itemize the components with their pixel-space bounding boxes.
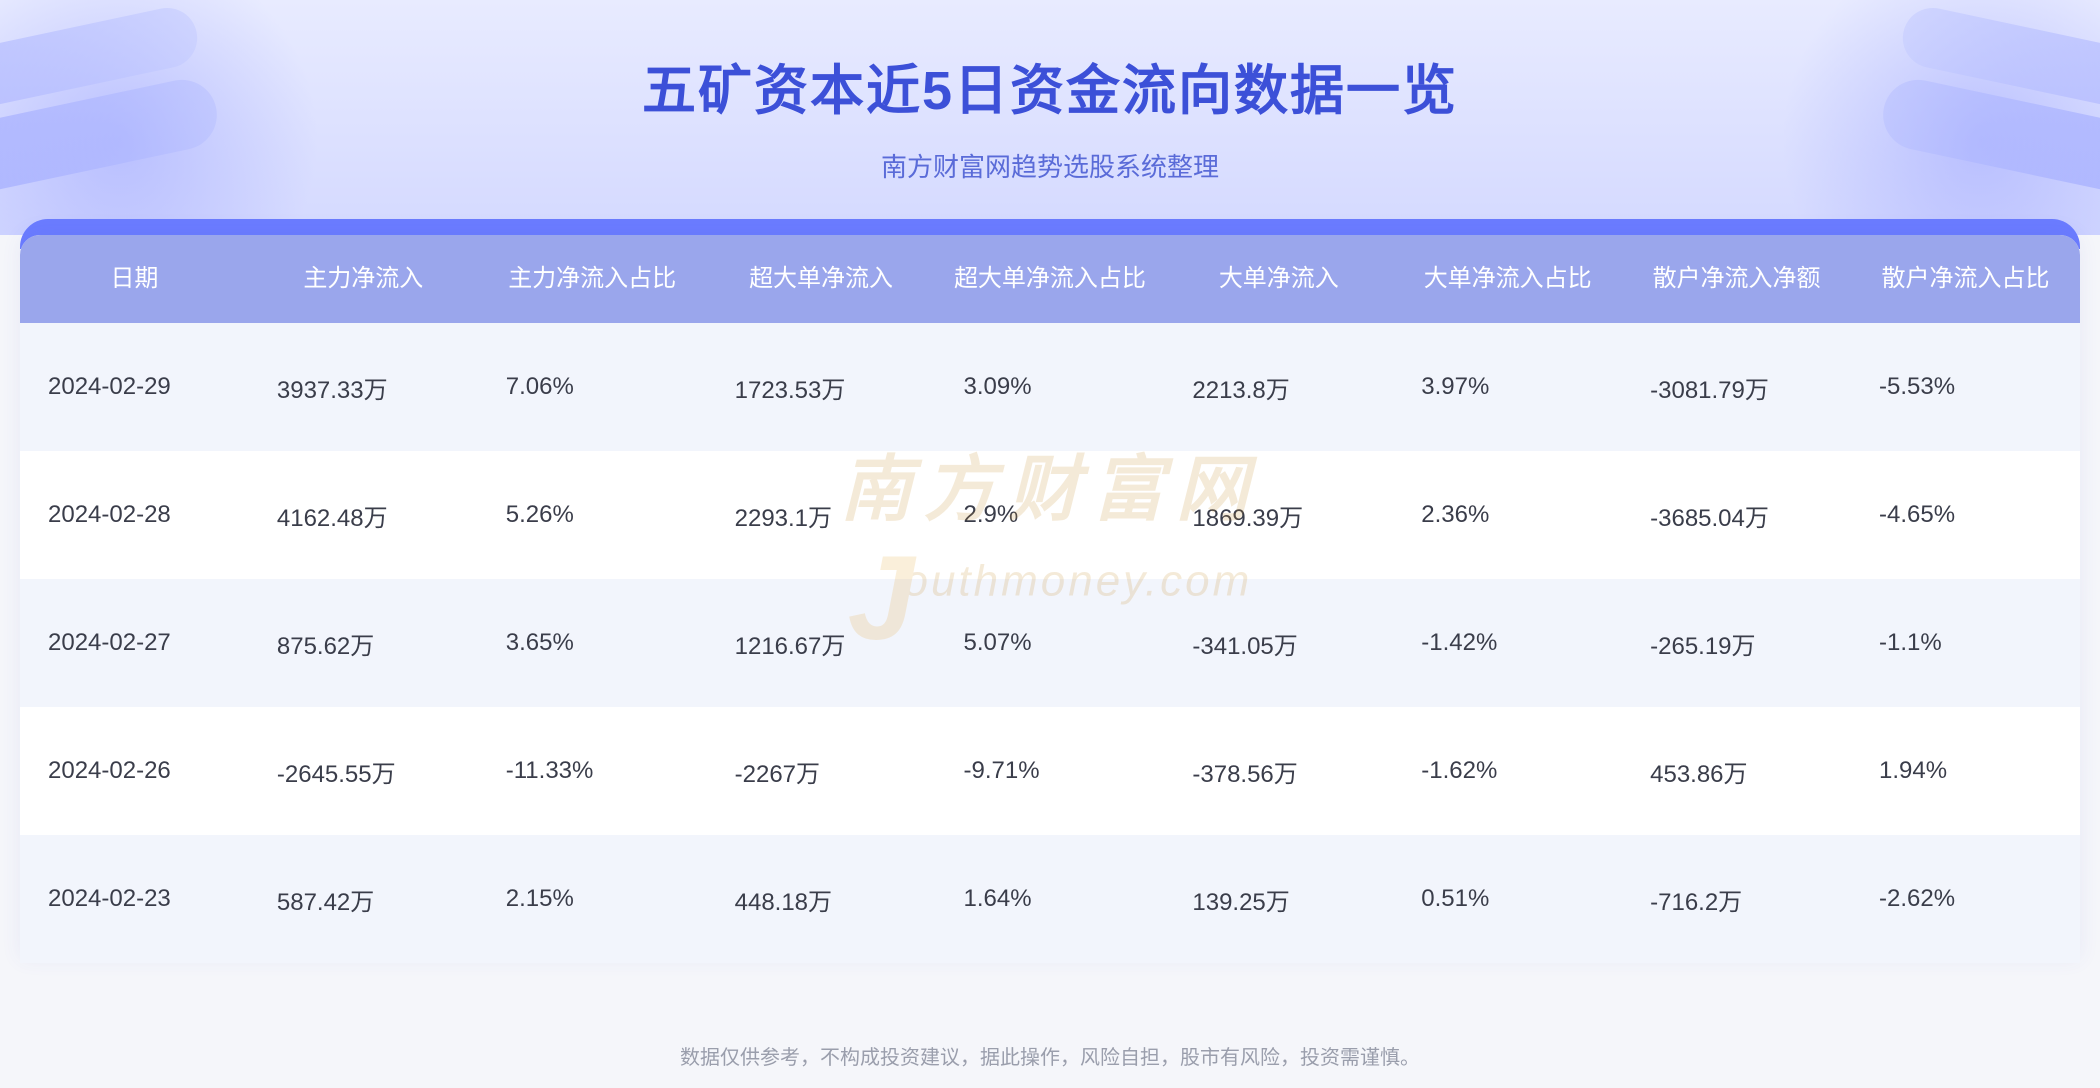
cell: 2.9%: [936, 451, 1165, 579]
table-body: 2024-02-29 3937.33万 7.06% 1723.53万 3.09%…: [20, 323, 2080, 963]
table-card-wrap: 日期 主力净流入 主力净流入占比 超大单净流入 超大单净流入占比 大单净流入 大…: [20, 235, 2080, 963]
cell: 0.51%: [1393, 835, 1622, 963]
cell: -3685.04万: [1622, 451, 1851, 579]
cell: 2.36%: [1393, 451, 1622, 579]
cell: 453.86万: [1622, 707, 1851, 835]
disclaimer-text: 数据仅供参考，不构成投资建议，据此操作，风险自担，股市有风险，投资需谨慎。: [0, 1041, 2100, 1070]
page-title: 五矿资本近5日资金流向数据一览: [0, 0, 2100, 125]
cell: 2.15%: [478, 835, 707, 963]
cell: 2024-02-27: [20, 579, 249, 707]
cell: 2024-02-23: [20, 835, 249, 963]
cell: 2213.8万: [1164, 323, 1393, 451]
cell: 139.25万: [1164, 835, 1393, 963]
col-header: 散户净流入占比: [1851, 235, 2080, 323]
cell: 1.64%: [936, 835, 1165, 963]
table-row: 2024-02-27 875.62万 3.65% 1216.67万 5.07% …: [20, 579, 2080, 707]
cell: 3937.33万: [249, 323, 478, 451]
cell: -9.71%: [936, 707, 1165, 835]
data-table: 日期 主力净流入 主力净流入占比 超大单净流入 超大单净流入占比 大单净流入 大…: [20, 235, 2080, 963]
cell: 587.42万: [249, 835, 478, 963]
cell: -2267万: [707, 707, 936, 835]
cell: 4162.48万: [249, 451, 478, 579]
table-row: 2024-02-23 587.42万 2.15% 448.18万 1.64% 1…: [20, 835, 2080, 963]
table-row: 2024-02-29 3937.33万 7.06% 1723.53万 3.09%…: [20, 323, 2080, 451]
cell: 1216.67万: [707, 579, 936, 707]
cell: -1.62%: [1393, 707, 1622, 835]
col-header: 主力净流入占比: [478, 235, 707, 323]
cell: -11.33%: [478, 707, 707, 835]
cell: 3.97%: [1393, 323, 1622, 451]
header-banner: 五矿资本近5日资金流向数据一览 南方财富网趋势选股系统整理: [0, 0, 2100, 235]
cell: 7.06%: [478, 323, 707, 451]
cell: 2024-02-26: [20, 707, 249, 835]
cell: -1.1%: [1851, 579, 2080, 707]
table-row: 2024-02-26 -2645.55万 -11.33% -2267万 -9.7…: [20, 707, 2080, 835]
cell: -3081.79万: [1622, 323, 1851, 451]
cell: 1869.39万: [1164, 451, 1393, 579]
col-header: 超大单净流入占比: [936, 235, 1165, 323]
col-header: 日期: [20, 235, 249, 323]
col-header: 大单净流入: [1164, 235, 1393, 323]
table-row: 2024-02-28 4162.48万 5.26% 2293.1万 2.9% 1…: [20, 451, 2080, 579]
cell: -1.42%: [1393, 579, 1622, 707]
cell: 3.65%: [478, 579, 707, 707]
cell: 2293.1万: [707, 451, 936, 579]
page-subtitle: 南方财富网趋势选股系统整理: [0, 147, 2100, 184]
col-header: 散户净流入净额: [1622, 235, 1851, 323]
cell: 3.09%: [936, 323, 1165, 451]
cell: -378.56万: [1164, 707, 1393, 835]
cell: -341.05万: [1164, 579, 1393, 707]
cell: 448.18万: [707, 835, 936, 963]
cell: 5.26%: [478, 451, 707, 579]
col-header: 主力净流入: [249, 235, 478, 323]
cell: -2645.55万: [249, 707, 478, 835]
table-card: 日期 主力净流入 主力净流入占比 超大单净流入 超大单净流入占比 大单净流入 大…: [20, 235, 2080, 963]
col-header: 超大单净流入: [707, 235, 936, 323]
cell: -5.53%: [1851, 323, 2080, 451]
cell: -4.65%: [1851, 451, 2080, 579]
cell: 5.07%: [936, 579, 1165, 707]
cell: 1.94%: [1851, 707, 2080, 835]
cell: 875.62万: [249, 579, 478, 707]
cell: -265.19万: [1622, 579, 1851, 707]
cell: -716.2万: [1622, 835, 1851, 963]
col-header: 大单净流入占比: [1393, 235, 1622, 323]
table-header-row: 日期 主力净流入 主力净流入占比 超大单净流入 超大单净流入占比 大单净流入 大…: [20, 235, 2080, 323]
cell: 2024-02-28: [20, 451, 249, 579]
cell: -2.62%: [1851, 835, 2080, 963]
cell: 1723.53万: [707, 323, 936, 451]
cell: 2024-02-29: [20, 323, 249, 451]
